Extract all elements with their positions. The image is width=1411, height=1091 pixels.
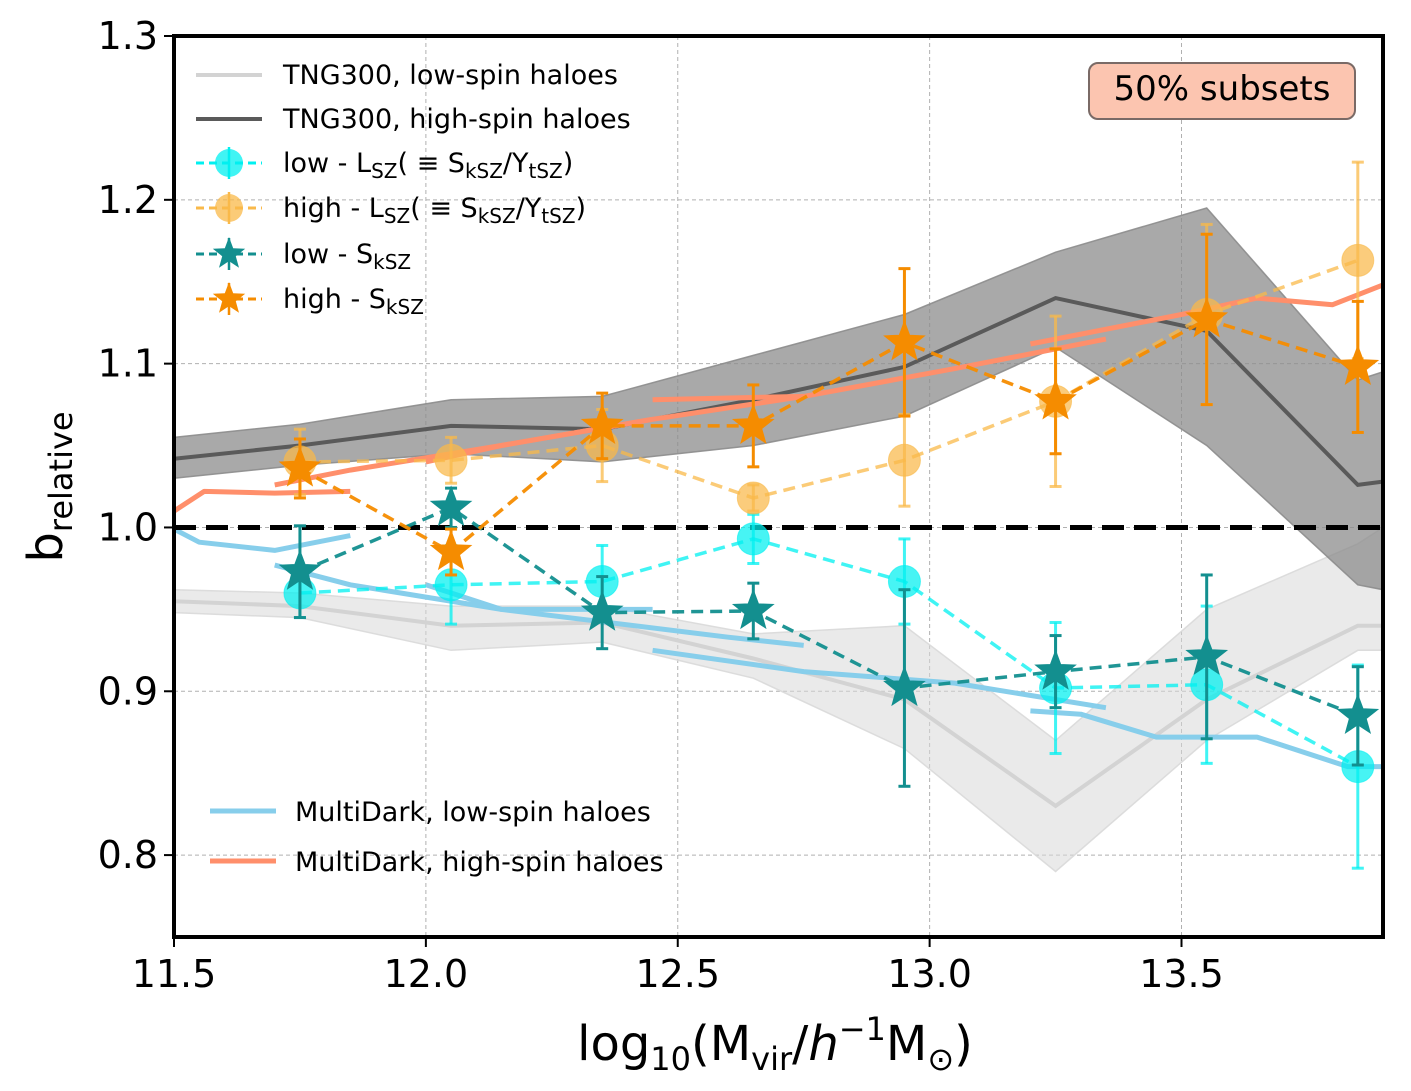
legend-layer: TNG300, low-spin haloes TNG300, high-spin…: [196, 60, 664, 878]
multidark-low-segment: [652, 647, 1107, 711]
tng-high-line: [174, 296, 1383, 488]
legend-label-series: low - SkSZ: [283, 239, 411, 274]
legend-label-md-low: MultiDark, low-spin haloes: [295, 797, 651, 828]
legend-handle-marker: [215, 149, 243, 177]
x-tick-label: 12.0: [384, 952, 469, 996]
series2-point: [731, 588, 775, 630]
annotation-box: 50% subsets: [1088, 62, 1356, 120]
series1-dashed-line: [299, 258, 1359, 500]
series3-point: [580, 403, 624, 445]
series3-point: [278, 446, 322, 487]
series0-dashed-line: [299, 537, 1359, 769]
series3-point: [1185, 296, 1229, 338]
series2-point: [580, 590, 624, 631]
series3-point: [883, 319, 926, 361]
series2-point: [429, 485, 473, 526]
legend-handle-marker: [215, 194, 243, 222]
legend-handle-marker: [212, 282, 246, 313]
tng-low-band: [174, 526, 1383, 873]
y-tick-label: 1.0: [98, 505, 158, 549]
annotation-text: 50% subsets: [1114, 69, 1331, 109]
x-tick-label: 13.5: [1139, 952, 1224, 996]
legend-label-series: high - SkSZ: [283, 284, 424, 319]
series3-point: [1336, 344, 1380, 386]
plot-frame: [172, 34, 1385, 939]
series1-point: [736, 481, 770, 515]
series2-point: [1034, 649, 1077, 690]
multidark-low-segment: [425, 582, 804, 648]
x-tick-label: 11.5: [132, 952, 217, 996]
multidark-low-segment: [274, 562, 653, 612]
y-axis-title: brelative: [18, 411, 80, 562]
series3-dashed-line: [299, 317, 1359, 555]
series2-point: [883, 665, 926, 707]
y-tick-label: 1.2: [98, 178, 158, 222]
series1-point: [1341, 243, 1375, 277]
y-tick-label: 1.3: [98, 14, 158, 58]
series3-point: [429, 529, 473, 571]
legend-label-tng-high: TNG300, high-spin haloes: [282, 104, 631, 135]
x-tick-label: 13.0: [887, 952, 972, 996]
y-tick-label: 0.8: [98, 833, 158, 877]
legend-label-md-high: MultiDark, high-spin haloes: [295, 847, 664, 878]
legend-handle-marker: [212, 237, 246, 268]
series1-point: [434, 443, 468, 477]
series2-point: [1336, 693, 1380, 734]
y-tick-label: 1.1: [98, 342, 158, 386]
series1-point: [887, 443, 921, 477]
x-axis-title: log10(Mvir/h−1M⊙): [577, 1010, 973, 1078]
series3-point: [731, 403, 775, 445]
series2-dashed-line: [299, 505, 1359, 718]
ticks-layer: 11.5 12.0 12.5 13.0 13.5 0.8 0.9 1.0 1.1 1.2 1.3: [98, 14, 1224, 996]
x-tick-label: 12.5: [635, 952, 720, 996]
frame-layer: [172, 34, 1385, 939]
legend-label-series: high - LSZ( ≡ SkSZ/YtSZ): [283, 193, 586, 228]
multidark-high-segment: [174, 488, 351, 514]
multidark-low-segment: [174, 526, 351, 553]
series2-point: [278, 549, 322, 590]
legend-label-series: low - LSZ( ≡ SkSZ/YtSZ): [283, 148, 573, 183]
series2-point: [1185, 634, 1229, 676]
y-tick-label: 0.9: [98, 669, 158, 713]
series0-point: [736, 522, 770, 556]
data-layer: [174, 160, 1383, 873]
legend-label-tng-low: TNG300, low-spin haloes: [282, 60, 618, 91]
series3-point: [1034, 378, 1077, 420]
tng-low-line: [174, 599, 1383, 809]
multidark-high-segment: [652, 336, 1107, 403]
